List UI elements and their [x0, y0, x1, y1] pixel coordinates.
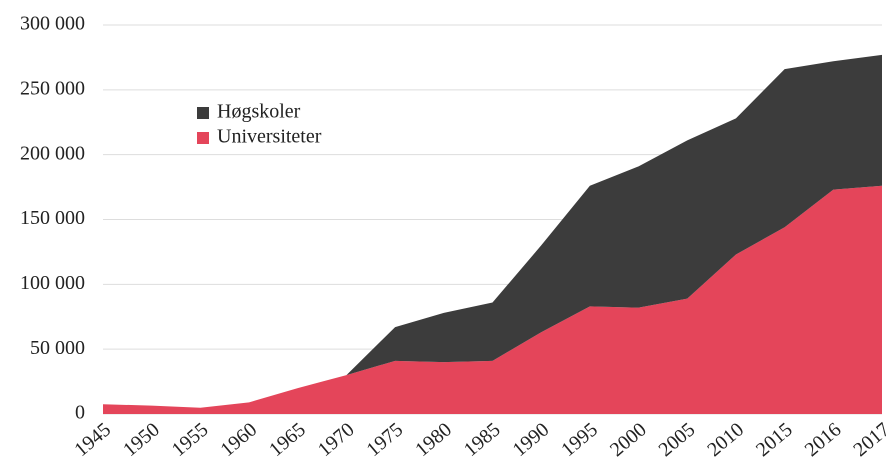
x-tick-label: 1975 — [363, 418, 408, 461]
legend-swatch — [197, 132, 209, 144]
x-tick-label: 1980 — [411, 418, 456, 461]
x-tick-label: 1995 — [557, 418, 602, 461]
x-tick-label: 1965 — [265, 418, 310, 461]
x-tick-label: 2016 — [801, 418, 846, 461]
x-tick-label: 2015 — [752, 418, 797, 461]
y-tick-label: 50 000 — [30, 337, 85, 359]
x-tick-label: 1970 — [314, 418, 359, 461]
area — [103, 185, 882, 414]
legend-swatch — [197, 107, 209, 119]
legend-label: Høgskoler — [217, 101, 301, 123]
x-tick-label: 1960 — [216, 418, 261, 461]
y-tick-label: 250 000 — [20, 77, 85, 99]
x-tick-label: 2017 — [849, 418, 890, 461]
x-tick-label: 1955 — [168, 418, 213, 461]
x-tick-label: 2000 — [606, 418, 651, 461]
legend-label: Universiteter — [217, 126, 322, 148]
area — [103, 54, 882, 408]
y-tick-label: 150 000 — [20, 207, 85, 229]
x-tick-label: 1990 — [509, 418, 554, 461]
x-tick-label: 1985 — [460, 418, 505, 461]
y-tick-label: 300 000 — [20, 13, 85, 35]
x-tick-label: 2005 — [655, 418, 700, 461]
y-tick-label: 0 — [75, 402, 85, 424]
x-tick-label: 2010 — [703, 418, 748, 461]
y-tick-label: 200 000 — [20, 142, 85, 164]
y-tick-label: 100 000 — [20, 272, 85, 294]
x-tick-label: 1950 — [119, 418, 164, 461]
x-tick-label: 1945 — [70, 418, 115, 461]
